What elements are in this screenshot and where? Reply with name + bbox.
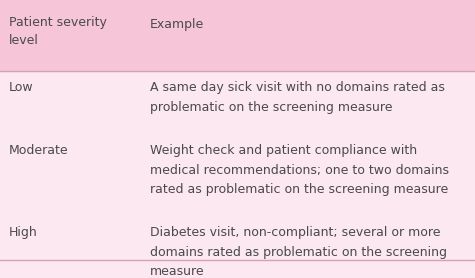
Text: Patient severity
level: Patient severity level <box>9 16 106 48</box>
Text: Low: Low <box>9 81 33 95</box>
Text: Example: Example <box>150 18 204 31</box>
Text: High: High <box>9 226 38 239</box>
Text: Moderate: Moderate <box>9 144 68 157</box>
Text: Weight check and patient compliance with
medical recommendations; one to two dom: Weight check and patient compliance with… <box>150 144 448 196</box>
Bar <box>0 0 475 71</box>
Text: A same day sick visit with no domains rated as
problematic on the screening meas: A same day sick visit with no domains ra… <box>150 81 445 114</box>
Text: Diabetes visit, non-compliant; several or more
domains rated as problematic on t: Diabetes visit, non-compliant; several o… <box>150 226 446 278</box>
